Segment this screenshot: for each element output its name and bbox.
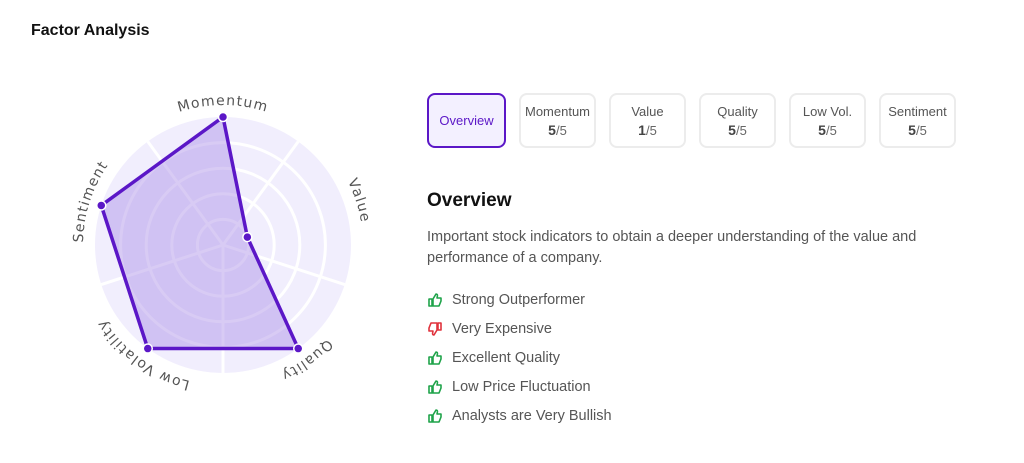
overview-item-text: Strong Outperformer [452,291,585,308]
overview-item: Excellent Quality [427,343,612,372]
radar-spoke [100,243,224,286]
tab-label: Momentum [524,103,591,119]
tab-overview[interactable]: Overview [427,93,506,148]
radar-spoke [221,140,300,246]
radar-point[interactable] [292,343,304,354]
tab-value[interactable]: Value 1/5 [609,93,686,148]
overview-item: Strong Outperformer [427,285,612,314]
radar-spoke [222,243,346,286]
thumbs-down-icon [428,321,442,336]
radar-point[interactable] [96,200,107,211]
radar-axis-label: Momentum [176,93,270,116]
tab-label: Low Vol. [802,103,853,119]
overview-item-text: Excellent Quality [452,349,560,366]
overview-item: Low Price Fluctuation [427,372,612,401]
thumbs-up-icon [428,350,442,365]
thumbs-up-icon [428,379,442,394]
radar-point[interactable] [217,111,229,123]
tab-score-max: /5 [555,122,567,138]
overview-description: Important stock indicators to obtain a d… [427,229,917,266]
factor-tabs: Overview Momentum 5/5 Value 1/5 Quality 5/5… [427,93,956,148]
tab-score-max: /5 [645,122,657,138]
tab-score: 5 [728,121,736,138]
tab-label: Value [631,103,664,119]
thumbs-up-icon [428,408,442,423]
tab-sentiment[interactable]: Sentiment 5/5 [879,93,956,148]
overview-item: Very Expensive [427,314,612,343]
radar-series-area [99,115,300,351]
overview-list: Strong Outperformer Very Expensive Excelle… [427,285,612,430]
radar-spoke [146,140,225,246]
tab-score-max: /5 [915,122,927,138]
tab-label: Overview [439,113,494,128]
tab-quality[interactable]: Quality 5/5 [699,93,776,148]
tab-score: 5 [548,121,556,138]
overview-title: Overview [427,190,512,211]
overview-item-text: Analysts are Very Bullish [452,407,612,424]
tab-score-max: /5 [735,122,747,138]
radar-axis-label: Value [344,176,373,224]
radar-point[interactable] [142,343,154,354]
section-title: Factor Analysis [31,22,150,39]
tab-score: 5 [818,121,826,138]
tab-score-max: /5 [825,122,837,138]
overview-item: Analysts are Very Bullish [427,401,612,430]
radar-point[interactable] [242,231,253,243]
tab-low-vol[interactable]: Low Vol. 5/5 [789,93,866,148]
tab-score: 5 [908,121,916,138]
overview-item-text: Low Price Fluctuation [452,378,591,395]
tab-label: Sentiment [888,103,947,119]
tab-score: 1 [638,121,646,138]
tab-label: Quality [717,103,758,119]
tab-momentum[interactable]: Momentum 5/5 [519,93,596,148]
overview-item-text: Very Expensive [452,320,552,337]
thumbs-up-icon [428,292,442,307]
